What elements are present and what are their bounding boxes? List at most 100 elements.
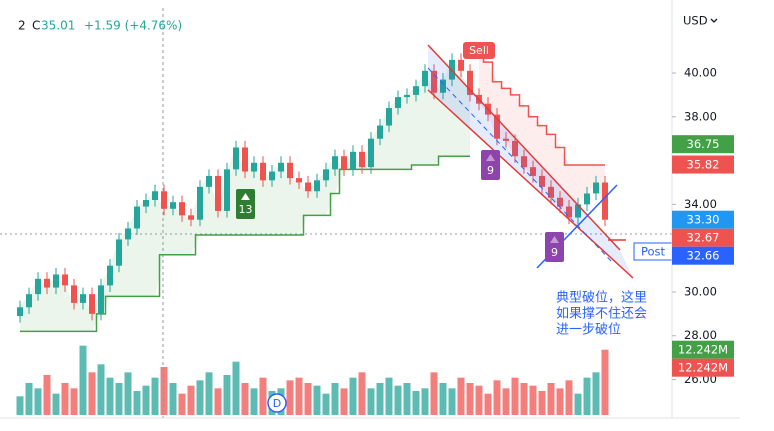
- volume-bar: [601, 349, 609, 415]
- volume-bar: [538, 391, 546, 415]
- candle-body: [71, 285, 77, 303]
- y-tick-label: 30.00: [684, 284, 717, 298]
- candle-body: [26, 294, 32, 308]
- candle-body: [431, 70, 437, 93]
- volume-bar: [88, 372, 96, 415]
- candle-body: [521, 156, 527, 168]
- candle-body: [242, 147, 248, 172]
- y-tick-label: 28.00: [684, 328, 717, 342]
- currency[interactable]: USD: [683, 14, 708, 28]
- volume-bar: [574, 393, 582, 415]
- count-text: 9: [487, 164, 494, 177]
- candle-body: [44, 278, 50, 288]
- candle-body: [287, 162, 293, 179]
- candle-body: [395, 97, 401, 109]
- sell-box: [463, 42, 495, 59]
- candle-body: [602, 182, 608, 220]
- candle-body: [440, 79, 446, 93]
- price-label-box: [672, 246, 734, 265]
- volume-bar: [205, 372, 213, 415]
- volume-bar: [25, 383, 33, 415]
- volume-bar: [529, 385, 537, 415]
- count-box: [545, 232, 564, 262]
- candle-body: [35, 278, 41, 295]
- candle-body: [17, 307, 23, 317]
- candle-body: [260, 162, 266, 181]
- count-arrow: [486, 154, 495, 161]
- volume-bar: [349, 377, 357, 415]
- candle-body: [179, 202, 185, 216]
- volume-bar: [322, 393, 330, 415]
- volume-bar: [592, 372, 600, 415]
- candle-body: [323, 169, 329, 181]
- candle-body: [467, 70, 473, 95]
- volume-bar: [340, 388, 348, 415]
- legend-change: +1.59 (+4.76%): [84, 19, 182, 33]
- volume-bar: [169, 383, 177, 415]
- candle-body: [404, 94, 410, 98]
- volume-bar: [43, 375, 51, 415]
- candle-body: [269, 171, 275, 181]
- volume-bar: [304, 383, 312, 415]
- volume-bar: [448, 388, 456, 415]
- volume-bar: [196, 380, 204, 415]
- candle-body: [161, 191, 167, 209]
- price-label: 33.30: [687, 213, 720, 227]
- candle-body: [593, 182, 599, 194]
- sell-text: Sell: [469, 44, 489, 57]
- price-label-box: [672, 135, 734, 154]
- volume-bar: [97, 364, 105, 415]
- annotation-line: 如果撑不住还会: [556, 306, 647, 322]
- price-label-box: [672, 358, 734, 377]
- candle-body: [575, 204, 581, 218]
- count-down-marker: 9: [545, 232, 564, 262]
- volume-bar: [34, 388, 42, 415]
- currency-chevron[interactable]: [710, 18, 718, 23]
- candle-body: [305, 182, 311, 192]
- volume-bar: [493, 380, 501, 415]
- candle-body: [107, 265, 113, 286]
- volume-bar: [565, 380, 573, 415]
- legend-close: 35.01: [41, 19, 75, 33]
- annotation-line: 典型破位，这里: [556, 290, 647, 306]
- candle-body: [422, 70, 428, 87]
- sell-marker: Sell: [463, 42, 495, 59]
- candle-body: [341, 156, 347, 170]
- candle-body: [89, 294, 95, 314]
- candle-body: [512, 140, 518, 157]
- volume-bar: [259, 377, 267, 415]
- volume-bar: [124, 372, 132, 415]
- volume-bar: [142, 385, 150, 415]
- volume-bar: [547, 383, 555, 415]
- volume-bar: [457, 377, 465, 415]
- volume-bar: [502, 388, 510, 415]
- price-label: 32.66: [687, 249, 720, 263]
- price-label-box: [672, 228, 734, 247]
- candle-body: [377, 125, 383, 139]
- price-label: 35.82: [687, 158, 720, 172]
- volume-bar: [439, 383, 447, 415]
- count-up-marker: 13: [236, 189, 255, 219]
- price-label: 12.242M: [678, 361, 728, 375]
- candle-body: [215, 175, 221, 211]
- count-text: 9: [551, 246, 558, 259]
- y-tick-label: 34.00: [684, 197, 717, 211]
- price-label-box: [672, 210, 734, 229]
- candle-body: [278, 162, 284, 172]
- channel-fill: [428, 45, 633, 278]
- volume-bar: [475, 385, 483, 415]
- candle-body: [368, 138, 374, 168]
- supertrend-line: [20, 155, 470, 333]
- candle-body: [125, 228, 131, 240]
- volume-bar: [106, 377, 114, 415]
- price-label-box: [672, 155, 734, 174]
- candle-body: [566, 206, 572, 218]
- candle-body: [98, 285, 104, 314]
- count-text: 13: [239, 203, 253, 216]
- dividend-text: D: [273, 397, 281, 410]
- price-label-box: [672, 340, 734, 359]
- volume-bar: [250, 388, 258, 415]
- volume-bar: [133, 391, 141, 415]
- volume-bar: [178, 393, 186, 415]
- candle-body: [413, 86, 419, 95]
